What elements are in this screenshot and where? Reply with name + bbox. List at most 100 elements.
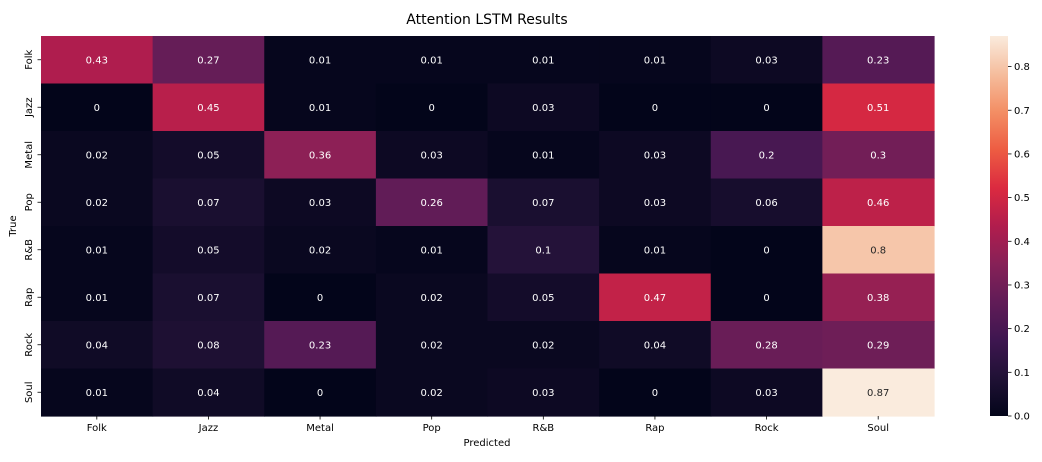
- cell-value-label: 0.46: [867, 198, 889, 209]
- heatmap-cell: [41, 36, 154, 85]
- x-tick-label: Soul: [867, 423, 889, 434]
- heatmap-cell: [599, 273, 712, 322]
- colorbar-tick-label: 0.3: [1014, 280, 1030, 291]
- cell-value-label: 0.8: [870, 245, 886, 256]
- cell-value-label: 0.01: [532, 55, 554, 66]
- cell-value-label: 0.01: [86, 245, 108, 256]
- cell-value-label: 0.27: [197, 55, 219, 66]
- heatmap-cell: [264, 131, 377, 180]
- heatmap-cell: [375, 36, 489, 85]
- heatmap-cell: [152, 273, 265, 322]
- colorbar-tick-label: 0.8: [1014, 62, 1030, 73]
- cell-value-label: 0.38: [867, 293, 889, 304]
- heatmap-cell: [487, 321, 600, 370]
- heatmap-cell: [487, 83, 600, 132]
- x-tick-label: Rap: [645, 423, 664, 434]
- heatmap-cell: [710, 36, 823, 85]
- colorbar-tick-label: 0.0: [1014, 412, 1030, 423]
- heatmap-cell: [264, 226, 377, 275]
- heatmap-cell: [41, 273, 154, 322]
- cell-value-label: 0: [652, 103, 658, 114]
- heatmap-cell: [487, 36, 600, 85]
- colorbar-tick-label: 0.5: [1014, 193, 1030, 204]
- cell-value-label: 0.02: [421, 293, 443, 304]
- colorbar-tick-label: 0.1: [1014, 368, 1030, 379]
- cell-value-label: 0.03: [644, 198, 666, 209]
- y-tick-label: Rap: [24, 288, 35, 307]
- heatmap-cell: [41, 368, 154, 417]
- heatmap-cell: [822, 36, 935, 85]
- cell-value-label: 0.05: [197, 150, 219, 161]
- heatmap-cell: [710, 368, 823, 417]
- cell-value-label: 0.3: [870, 150, 886, 161]
- heatmap-cell: [152, 36, 265, 85]
- heatmap-cell: [487, 131, 600, 180]
- cell-value-label: 0.87: [867, 388, 889, 399]
- cell-value-label: 0.47: [644, 293, 666, 304]
- cell-value-label: 0.04: [197, 388, 219, 399]
- heatmap-cell: [375, 131, 489, 180]
- x-tick-label: Folk: [87, 423, 107, 434]
- cell-value-label: 0.01: [86, 388, 108, 399]
- cell-value-label: 0.07: [532, 198, 554, 209]
- heatmap-cell: [599, 83, 712, 132]
- colorbar-tick-label: 0.2: [1014, 324, 1030, 335]
- cell-value-label: 0.03: [755, 55, 777, 66]
- heatmap-cell: [152, 131, 265, 180]
- heatmap-cell: [710, 321, 823, 370]
- heatmap-cell: [599, 368, 712, 417]
- cell-value-label: 0.01: [644, 55, 666, 66]
- y-tick-label: Soul: [24, 381, 35, 403]
- cell-value-label: 0.01: [421, 55, 443, 66]
- heatmap-cell: [41, 131, 154, 180]
- heatmap-cell: [375, 273, 489, 322]
- heatmap-cell: [41, 83, 154, 132]
- cell-value-label: 0.23: [309, 340, 331, 351]
- cell-value-label: 0: [94, 103, 100, 114]
- cell-value-label: 0.06: [755, 198, 777, 209]
- heatmap-cell: [152, 226, 265, 275]
- cell-value-label: 0.03: [644, 150, 666, 161]
- cell-value-label: 0.03: [755, 388, 777, 399]
- heatmap-cell: [487, 178, 600, 227]
- colorbar-ticks: 0.0 0.1 0.2 0.3 0.4 0.5 0.6 0.7 0.8: [1008, 62, 1030, 423]
- cell-value-label: 0.07: [197, 293, 219, 304]
- heatmap-cell: [375, 321, 489, 370]
- y-tick-label: Pop: [24, 193, 35, 211]
- heatmap-cell: [264, 178, 377, 227]
- heatmap-cell: [710, 178, 823, 227]
- heatmap-cell: [264, 36, 377, 85]
- cell-value-label: 0.01: [644, 245, 666, 256]
- y-tick-label: Jazz: [24, 97, 35, 118]
- heatmap-cell: [710, 273, 823, 322]
- x-tick-label: R&B: [533, 423, 555, 434]
- heatmap-cell: [41, 226, 154, 275]
- x-axis-label: Predicted: [464, 438, 511, 449]
- heatmap-cell: [375, 368, 489, 417]
- cell-value-label: 0.01: [309, 103, 331, 114]
- x-axis: Folk Jazz Metal Pop R&B Rap Rock Soul: [87, 416, 889, 434]
- y-tick-label: Folk: [24, 50, 35, 70]
- heatmap-cell: [375, 226, 489, 275]
- cell-value-label: 0.26: [421, 198, 443, 209]
- heatmap-cell: [264, 83, 377, 132]
- cell-value-label: 0.36: [309, 150, 331, 161]
- heatmap-cell: [264, 321, 377, 370]
- heatmap-cell: [487, 273, 600, 322]
- cell-value-label: 0.23: [867, 55, 889, 66]
- heatmap-cell: [710, 83, 823, 132]
- cell-value-label: 0: [652, 388, 658, 399]
- cell-value-label: 0.05: [197, 245, 219, 256]
- cell-value-label: 0: [317, 388, 323, 399]
- heatmap-cell: [264, 368, 377, 417]
- heatmap-cell: [822, 83, 935, 132]
- heatmap-cell: [599, 321, 712, 370]
- cell-value-label: 0.45: [197, 103, 219, 114]
- cell-value-label: 0.51: [867, 103, 889, 114]
- y-tick-label: Metal: [24, 141, 35, 169]
- heatmap-cell: [152, 178, 265, 227]
- heatmap-cell: [41, 321, 154, 370]
- heatmap-cell: [152, 83, 265, 132]
- cell-value-label: 0.02: [86, 150, 108, 161]
